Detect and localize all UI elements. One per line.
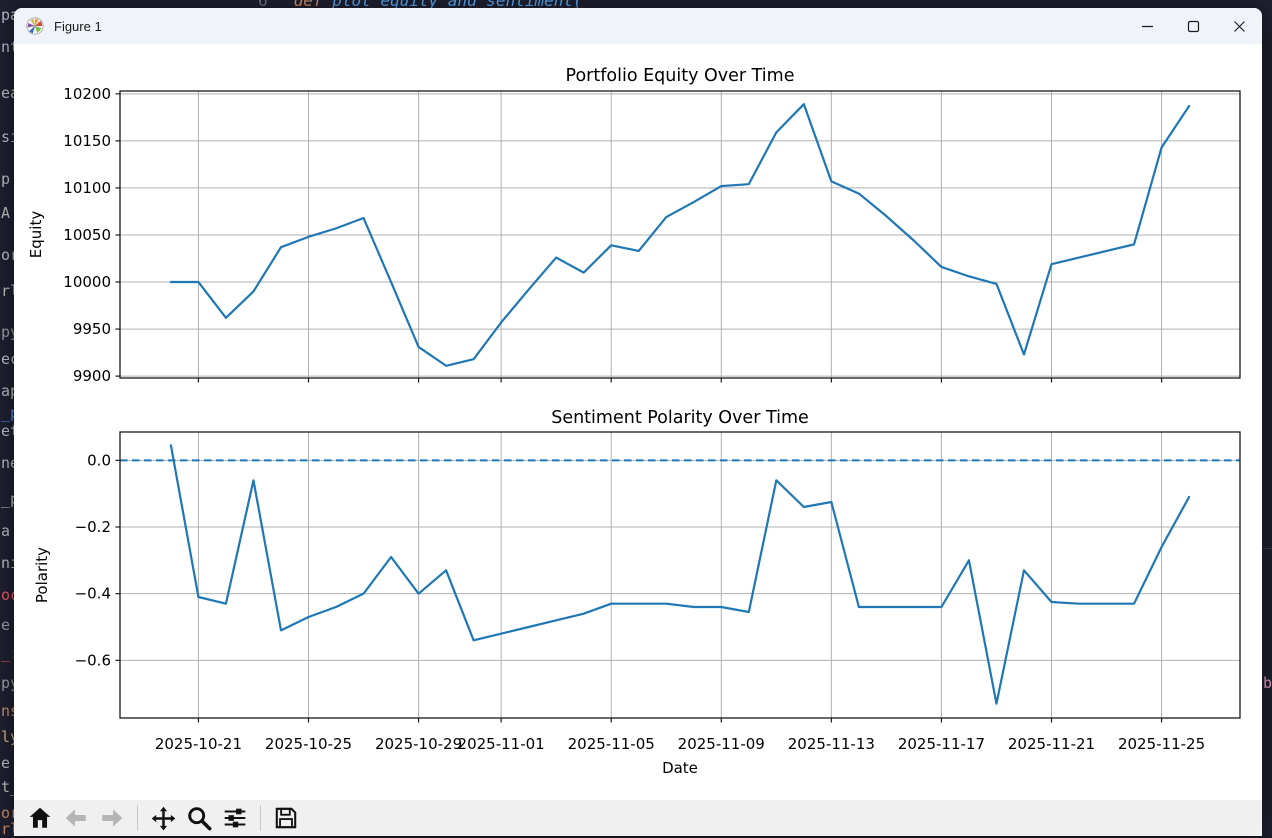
data-line: [171, 445, 1189, 703]
plot-toolbar: [14, 800, 1262, 836]
close-icon: [1233, 20, 1246, 33]
save-button[interactable]: [270, 802, 302, 834]
y-axis-label: Equity: [27, 211, 45, 259]
titlebar[interactable]: Figure 1: [14, 8, 1262, 44]
sentiment-chart: 2025-10-21 2025-10-25 2025-10-292025-11-01…: [33, 408, 1240, 777]
subplots-icon: [222, 805, 248, 831]
toolbar-separator: [260, 805, 261, 831]
x-tick-label: 2025-11-17: [898, 735, 985, 753]
y-tick-label: 10100: [63, 179, 111, 197]
x-tick-label: 2025-11-01: [458, 735, 545, 753]
home-button[interactable]: [24, 802, 56, 834]
x-tick-label: 2025-11-09: [678, 735, 765, 753]
chart-title: Portfolio Equity Over Time: [566, 66, 795, 86]
x-tick-label: 2025-11-05: [568, 735, 655, 753]
y-tick-label: 10000: [63, 273, 111, 291]
editor-divider: [1262, 548, 1272, 549]
figure-window: Figure 1 9900 9950 10000 10050 10100 10150 102…: [14, 8, 1262, 836]
y-tick-label: 9900: [73, 367, 111, 385]
minimize-button[interactable]: [1124, 8, 1170, 44]
code-fragment: A: [1, 206, 10, 221]
y-tick-label: −0.4: [75, 585, 111, 603]
x-tick-label: 2025-11-21: [1008, 735, 1095, 753]
code-fragment: a: [1, 524, 10, 539]
toolbar-separator: [137, 805, 138, 831]
code-fragment: e: [1, 618, 10, 633]
zoom-button[interactable]: [183, 802, 215, 834]
back-button[interactable]: [60, 802, 92, 834]
x-tick-label: 2025-10-29: [375, 735, 462, 753]
y-tick-label: 0.0: [87, 451, 111, 469]
home-icon: [27, 805, 53, 831]
chart-title: Sentiment Polarity Over Time: [551, 408, 809, 428]
y-tick-label: −0.6: [75, 651, 111, 669]
forward-icon: [99, 805, 125, 831]
close-button[interactable]: [1216, 8, 1262, 44]
pan-button[interactable]: [147, 802, 179, 834]
pan-icon: [150, 805, 177, 832]
charts-svg: 9900 9950 10000 10050 10100 10150 10200 Portfol…: [14, 44, 1262, 800]
x-tick-label: 2025-11-25: [1118, 735, 1205, 753]
subplots-button[interactable]: [219, 802, 251, 834]
window-title: Figure 1: [54, 19, 102, 34]
window-controls: [1124, 8, 1262, 44]
save-icon: [273, 805, 299, 831]
maximize-icon: [1187, 20, 1200, 33]
code-fragment: p: [1, 172, 10, 187]
y-tick-label: 10200: [63, 85, 111, 103]
forward-button[interactable]: [96, 802, 128, 834]
x-axis-label: Date: [662, 759, 698, 777]
matplotlib-icon: [26, 17, 44, 35]
maximize-button[interactable]: [1170, 8, 1216, 44]
y-tick-label: 10150: [63, 132, 111, 150]
y-tick-label: −0.2: [75, 518, 111, 536]
minimize-icon: [1141, 20, 1154, 33]
y-axis-label: Polarity: [33, 547, 51, 603]
y-tick-label: 10050: [63, 226, 111, 244]
zoom-rect-icon: [186, 805, 213, 832]
code-fragment: e: [1, 756, 10, 771]
y-tick-label: 9950: [73, 320, 111, 338]
x-tick-label: 2025-11-13: [788, 735, 875, 753]
back-icon: [63, 805, 89, 831]
code-fragment: b: [1263, 676, 1272, 691]
figure-canvas[interactable]: 9900 9950 10000 10050 10100 10150 10200 Portfol…: [14, 44, 1262, 800]
x-tick-label: 2025-10-21: [155, 735, 242, 753]
x-tick-label: 2025-10-25: [265, 735, 352, 753]
equity-chart: 9900 9950 10000 10050 10100 10150 10200 Portfol…: [27, 66, 1240, 385]
